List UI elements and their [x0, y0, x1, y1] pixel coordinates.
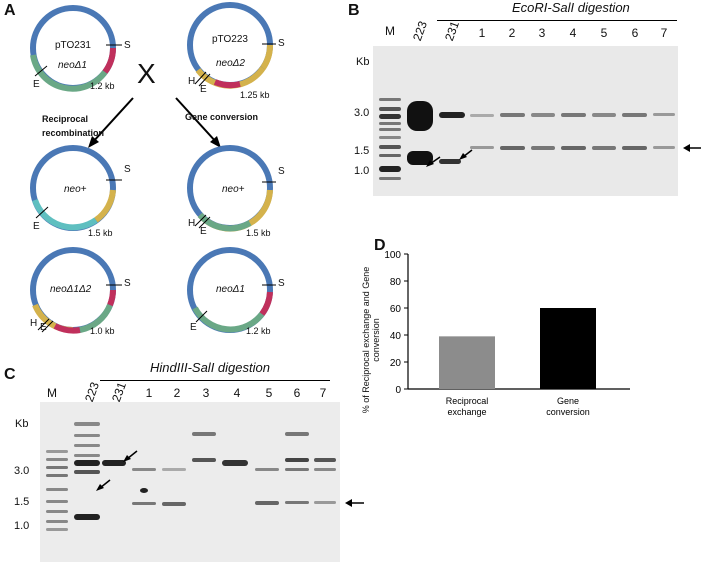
pto223-site-h: H	[188, 76, 196, 87]
mid-right-site-h: H	[188, 218, 196, 229]
bot-left-gene: neoΔ1Δ2	[50, 284, 92, 295]
c-lane-m: M	[47, 386, 57, 400]
b-lane-1: 1	[478, 26, 486, 40]
b-marker-1: 1.0	[354, 165, 370, 177]
bot-right-site-e: E	[190, 322, 197, 333]
gel-c	[40, 402, 340, 562]
mid-right-size: 1.5 kb	[246, 228, 271, 238]
cross-symbol: X	[137, 58, 156, 89]
b-lane-7: 7	[660, 26, 668, 40]
pto231-site-e: E	[33, 79, 40, 90]
d-y-tick-label: 80	[390, 277, 402, 288]
c-marker-1-5: 1.5	[14, 496, 30, 508]
c-kb-label: Kb	[15, 418, 29, 430]
plasmid-mid-right	[187, 145, 276, 232]
mid-right-site-e: E	[200, 226, 207, 237]
pto231-gene: neoΔ1	[58, 60, 87, 71]
b-lane-6: 6	[631, 26, 639, 40]
d-category-label: conversion	[546, 407, 590, 417]
c-lane-6: 6	[293, 386, 301, 400]
b-lane-5: 5	[600, 26, 608, 40]
panel-c-letter: C	[4, 366, 16, 383]
mid-left-size: 1.5 kb	[88, 228, 113, 238]
pto223-size: 1.25 kb	[240, 90, 270, 100]
b-lane-3: 3	[538, 26, 546, 40]
panel-a-letter: A	[4, 2, 16, 19]
pto231-site-s: S	[124, 40, 131, 51]
pto231-label: pTO231	[55, 40, 91, 51]
plasmid-mid-left	[30, 145, 122, 231]
b-kb-label: Kb	[356, 56, 370, 68]
d-bar-1	[439, 336, 495, 389]
c-lane-7: 7	[319, 386, 327, 400]
pto223-site-e: E	[200, 84, 207, 95]
panel-d-letter: D	[374, 237, 386, 254]
panel-a-diagram	[30, 2, 276, 334]
bot-left-size: 1.0 kb	[90, 326, 115, 336]
b-marker-3: 3.0	[354, 107, 370, 119]
pto223-label: pTO223	[212, 34, 248, 45]
c-lane-3: 3	[202, 386, 210, 400]
plasmid-pto231	[30, 5, 122, 92]
d-category-label: Reciprocal	[446, 396, 489, 406]
pto223-gene: neoΔ2	[216, 58, 245, 69]
b-marker-1-5: 1.5	[354, 145, 370, 157]
pto223-site-s: S	[278, 38, 285, 49]
d-y-tick-label: 60	[390, 304, 402, 315]
bot-left-site-s: S	[124, 278, 131, 289]
d-category-label: exchange	[447, 407, 486, 417]
c-marker-1: 1.0	[14, 520, 30, 532]
b-lane-2: 2	[508, 26, 516, 40]
d-bar-2	[540, 308, 596, 389]
mid-right-site-s: S	[278, 166, 285, 177]
panel-b-title: EcoRI-SalI digestion	[512, 0, 630, 15]
gel-b	[373, 46, 678, 196]
d-y-tick-label: 40	[390, 331, 402, 342]
bot-right-gene: neoΔ1	[216, 284, 245, 295]
bot-right-size: 1.2 kb	[246, 326, 271, 336]
c-lane-4: 4	[233, 386, 241, 400]
panel-b-letter: B	[348, 2, 360, 19]
b-lane-m: M	[385, 24, 395, 38]
mid-right-gene: neo+	[222, 184, 245, 195]
pto231-size: 1.2 kb	[90, 81, 115, 91]
panel-b-title-line	[437, 20, 677, 21]
plasmid-bot-left	[30, 247, 122, 334]
d-y-tick-label: 20	[390, 358, 402, 369]
plasmid-pto223	[187, 2, 276, 89]
bot-left-site-e: E	[40, 322, 47, 333]
bot-left-site-h: H	[30, 318, 38, 329]
d-category-label: Gene	[557, 396, 579, 406]
b-lane-4: 4	[569, 26, 577, 40]
c-lane-5: 5	[265, 386, 273, 400]
reciprocal-label: Reciprocal recombination	[42, 114, 105, 138]
bot-right-site-s: S	[278, 278, 285, 289]
mid-left-gene: neo+	[64, 184, 87, 195]
c-lane-1: 1	[145, 386, 153, 400]
mid-left-site-s: S	[124, 164, 131, 175]
plasmid-bot-right	[187, 247, 276, 333]
d-y-tick-label: 0	[395, 385, 401, 396]
mid-left-site-e: E	[33, 221, 40, 232]
gene-conversion-label: Gene conversion	[185, 112, 259, 122]
panel-c-title-line	[100, 380, 330, 381]
d-y-tick-label: 100	[384, 250, 401, 261]
c-marker-3: 3.0	[14, 465, 30, 477]
panel-c-title: HindIII-SalI digestion	[150, 360, 270, 375]
c-lane-2: 2	[173, 386, 181, 400]
